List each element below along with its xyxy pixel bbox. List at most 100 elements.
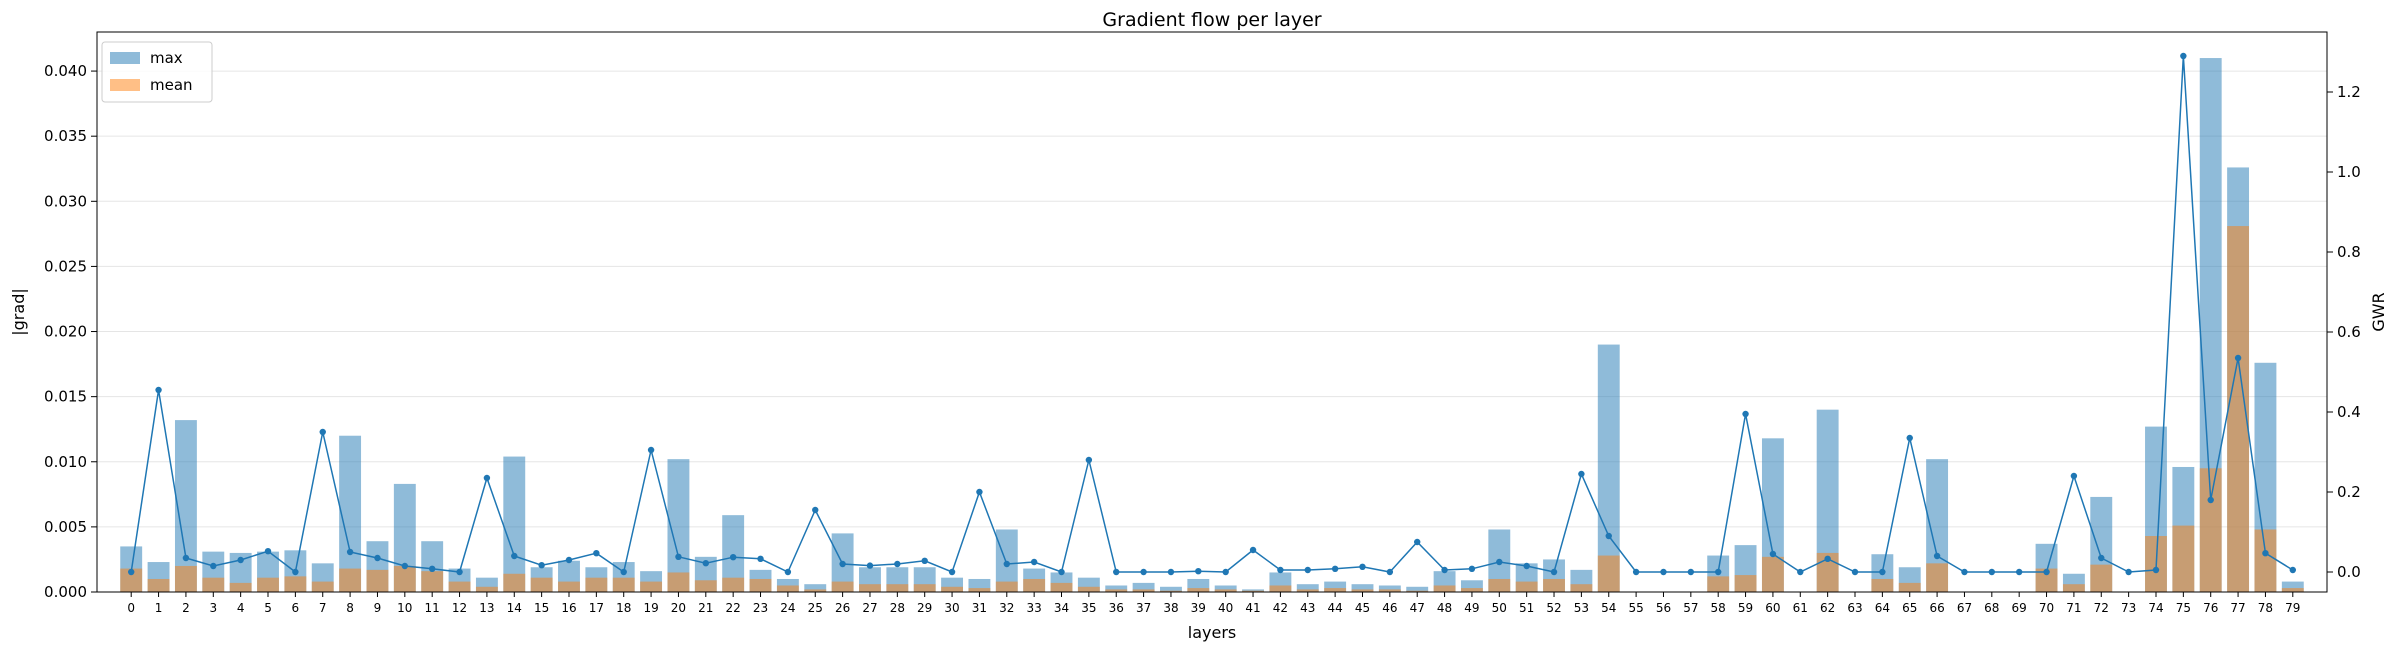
x-tick-label: 52 xyxy=(1546,601,1561,615)
gwr-point xyxy=(1441,566,1448,574)
bar-mean xyxy=(284,576,307,592)
gwr-point xyxy=(1113,568,1120,576)
x-tick-label: 36 xyxy=(1109,601,1124,615)
bar-mean xyxy=(1187,588,1210,592)
bar-mean xyxy=(2035,568,2058,592)
bar-max xyxy=(229,552,252,592)
x-axis: 0 1 2 3 4 5 6 7 8 9 10 11 12 13 14 15 16 17 18 19 20 21 22 23 24… xyxy=(127,592,2300,615)
gwr-point xyxy=(210,562,217,570)
gwr-point xyxy=(1906,434,1913,442)
x-tick-label: 29 xyxy=(917,601,932,615)
gwr-point xyxy=(428,565,436,572)
bar-mean xyxy=(585,577,608,592)
bar-mean xyxy=(1433,585,1456,592)
x-tick-label: 27 xyxy=(862,601,877,615)
gwr-point xyxy=(839,560,846,568)
bar-mean xyxy=(1707,576,1730,592)
bar-mean xyxy=(968,588,991,592)
bar-mean xyxy=(202,577,225,592)
x-tick-label: 40 xyxy=(1218,601,1233,615)
bar-mean xyxy=(804,589,827,592)
gwr-point xyxy=(1550,568,1558,576)
y-tick-label: 0.040 xyxy=(44,62,87,80)
bar-mean xyxy=(2281,588,2304,592)
x-tick-label: 24 xyxy=(780,601,795,615)
bar-mean xyxy=(1761,556,1784,592)
bar-mean xyxy=(2062,584,2085,592)
y-tick-label: 0.005 xyxy=(44,518,87,536)
gwr-point xyxy=(1851,568,1859,576)
bar-mean xyxy=(366,569,389,592)
x-tick-label: 43 xyxy=(1300,601,1315,615)
chart-title: Gradient flow per layer xyxy=(1102,9,1321,31)
bar-mean xyxy=(229,582,252,592)
gwr-point xyxy=(1742,410,1749,418)
bar-mean xyxy=(667,572,690,592)
gwr-point xyxy=(1304,566,1311,574)
gwr-point xyxy=(784,568,792,576)
x-tick-label: 22 xyxy=(726,601,741,615)
gwr-point xyxy=(182,554,190,562)
bar-max xyxy=(1160,586,1182,592)
x-tick-label: 71 xyxy=(2066,601,2081,615)
bar-mean xyxy=(448,581,471,592)
bar-mean xyxy=(2227,226,2250,592)
y2-tick-label: 0.4 xyxy=(2337,403,2361,421)
gwr-point xyxy=(2125,568,2132,576)
x-tick-label: 15 xyxy=(534,601,549,615)
legend-swatch-mean xyxy=(110,79,140,91)
x-tick-label: 1 xyxy=(155,601,163,615)
x-tick-label: 45 xyxy=(1355,601,1370,615)
bar-mean xyxy=(913,584,936,592)
bar-mean xyxy=(1898,582,1921,592)
gwr-point xyxy=(1003,560,1010,568)
gwr-point xyxy=(1277,566,1284,574)
x-tick-label: 51 xyxy=(1519,601,1534,615)
y-tick-label: 0.035 xyxy=(44,127,87,145)
x-tick-label: 35 xyxy=(1081,601,1096,615)
x-tick-label: 61 xyxy=(1793,601,1808,615)
y-tick-label: 0.000 xyxy=(44,583,87,601)
x-tick-label: 25 xyxy=(808,601,823,615)
x-tick-label: 11 xyxy=(425,601,440,615)
bar-mean xyxy=(886,584,909,592)
bar-max xyxy=(1296,584,1319,592)
bar-mean xyxy=(174,565,197,592)
x-tick-label: 28 xyxy=(890,601,905,615)
gwr-point xyxy=(2043,568,2050,576)
gwr-point xyxy=(565,556,573,564)
bar-max xyxy=(1378,585,1401,592)
gwr-point xyxy=(812,506,819,514)
bar-max xyxy=(1351,584,1374,592)
bar-mean xyxy=(1296,589,1319,592)
gwr-point xyxy=(319,428,326,436)
bar-max xyxy=(1597,344,1620,592)
x-tick-label: 58 xyxy=(1711,601,1726,615)
x-tick-label: 68 xyxy=(1984,601,1999,615)
bar-max xyxy=(1816,409,1839,592)
x-tick-label: 57 xyxy=(1683,601,1698,615)
bar-mean xyxy=(147,578,170,592)
bar-mean xyxy=(503,573,526,592)
gwr-point xyxy=(1085,456,1093,464)
y-axis-label: |grad| xyxy=(9,288,28,335)
x-tick-label: 79 xyxy=(2285,601,2300,615)
bar-mean xyxy=(995,581,1018,592)
x-tick-label: 48 xyxy=(1437,601,1452,615)
x-tick-label: 74 xyxy=(2148,601,2163,615)
bar-max xyxy=(2199,58,2222,593)
x-tick-label: 9 xyxy=(374,601,382,615)
x-tick-label: 39 xyxy=(1191,601,1206,615)
bar-mean xyxy=(339,568,362,592)
gwr-point xyxy=(1879,568,1886,576)
y2-tick-label: 0.2 xyxy=(2337,483,2361,501)
gwr-point xyxy=(264,548,272,555)
gwr-point xyxy=(1797,568,1804,576)
x-tick-label: 41 xyxy=(1245,601,1260,615)
gwr-point xyxy=(2262,550,2269,557)
gwr-point xyxy=(702,560,710,567)
x-tick-label: 34 xyxy=(1054,601,1069,615)
gwr-point xyxy=(2180,52,2187,60)
bar-mean xyxy=(694,580,717,592)
x-tick-label: 32 xyxy=(999,601,1014,615)
